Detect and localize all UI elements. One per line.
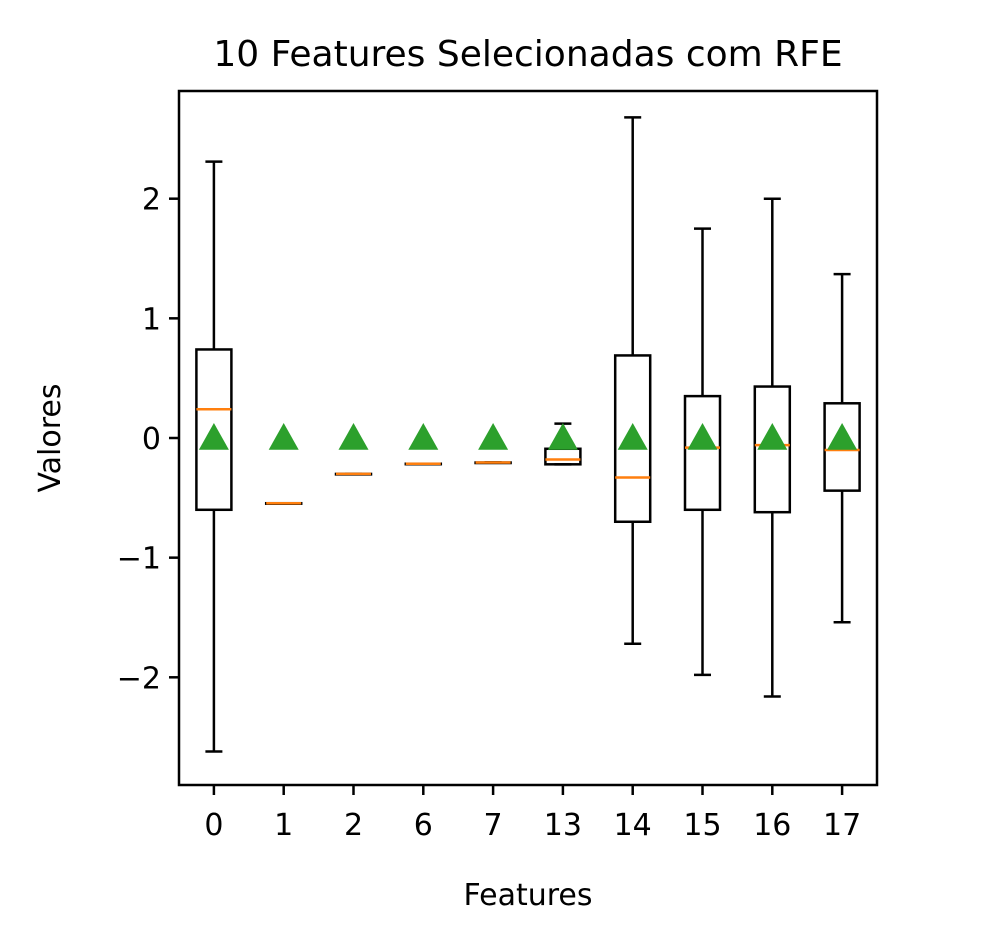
y-axis-label: Valores bbox=[33, 383, 68, 492]
box-group-0 bbox=[195, 160, 233, 753]
box bbox=[753, 385, 792, 514]
mean-marker bbox=[617, 423, 648, 450]
mean-marker bbox=[687, 423, 718, 450]
x-tick-label: 1 bbox=[274, 808, 293, 843]
box-group-1 bbox=[264, 423, 303, 505]
mean-marker bbox=[268, 423, 299, 450]
y-tick-label: 1 bbox=[142, 302, 161, 337]
x-axis: 0 1 2 6 7 13 14 15 16 17 bbox=[204, 785, 861, 843]
box bbox=[683, 394, 722, 512]
mean-marker bbox=[408, 423, 439, 450]
x-tick-label: 17 bbox=[823, 808, 861, 843]
box-group-17 bbox=[823, 272, 861, 624]
mean-marker bbox=[198, 423, 229, 450]
x-tick-label: 13 bbox=[544, 808, 582, 843]
box-group-7 bbox=[474, 423, 512, 465]
box-group-6 bbox=[404, 423, 443, 466]
mean-marker bbox=[827, 423, 858, 450]
mean-marker bbox=[757, 423, 788, 450]
box bbox=[195, 348, 233, 512]
chart-title: 10 Features Selecionadas com RFE bbox=[213, 34, 842, 75]
mean-marker bbox=[338, 423, 369, 450]
y-tick-label: −2 bbox=[117, 661, 161, 696]
plot-marks bbox=[195, 116, 861, 753]
box bbox=[823, 402, 861, 492]
y-axis: −2 −1 0 1 2 bbox=[117, 183, 179, 696]
x-tick-label: 0 bbox=[204, 808, 223, 843]
x-tick-label: 16 bbox=[753, 808, 791, 843]
y-tick-label: 2 bbox=[142, 183, 161, 218]
x-tick-label: 15 bbox=[683, 808, 721, 843]
x-tick-label: 14 bbox=[614, 808, 652, 843]
x-tick-label: 7 bbox=[484, 808, 503, 843]
box bbox=[613, 354, 652, 524]
box-group-16 bbox=[753, 197, 792, 698]
mean-marker bbox=[478, 423, 509, 450]
x-tick-label: 2 bbox=[344, 808, 363, 843]
box-group-15 bbox=[683, 227, 722, 677]
box-group-2 bbox=[334, 423, 373, 476]
y-tick-label: −1 bbox=[117, 542, 161, 577]
box-group-13 bbox=[544, 422, 582, 466]
mean-marker bbox=[547, 423, 578, 450]
y-tick-label: 0 bbox=[142, 422, 161, 457]
x-axis-label: Features bbox=[464, 878, 593, 913]
box-group-14 bbox=[613, 116, 652, 646]
x-tick-label: 6 bbox=[414, 808, 433, 843]
box bbox=[544, 447, 582, 466]
